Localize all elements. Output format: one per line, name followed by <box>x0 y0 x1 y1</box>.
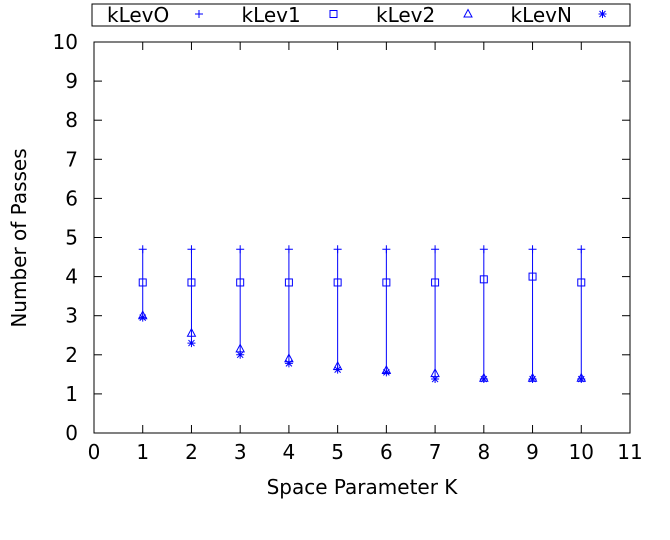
point-kLevN <box>528 375 537 384</box>
x-tick-label: 3 <box>234 440 247 464</box>
y-tick-label: 8 <box>65 108 78 132</box>
axes: 0 1 2 3 4 5 6 7 8 9 10 11 0 1 2 3 4 5 6 7 8 9 10 <box>53 30 643 464</box>
y-tick-label: 10 <box>53 30 78 54</box>
point-kLev1 <box>138 278 147 287</box>
point-kLevO <box>528 245 537 254</box>
point-kLevN <box>138 313 147 322</box>
point-kLev1 <box>382 278 391 287</box>
legend-box <box>91 3 631 27</box>
x-tick-label: 6 <box>380 440 393 464</box>
y-tick-label: 1 <box>65 382 78 406</box>
point-kLevO <box>479 245 488 254</box>
point-kLevN <box>382 368 391 377</box>
point-kLevO <box>284 245 293 254</box>
series-kLev1 <box>138 272 586 287</box>
point-kLevO <box>382 245 391 254</box>
legend-label: kLev1 <box>242 3 301 27</box>
point-kLevN <box>479 375 488 384</box>
y-tick-label: 4 <box>65 265 78 289</box>
y-tick-label: 7 <box>65 147 78 171</box>
point-kLev1 <box>528 272 537 281</box>
whiskers <box>142 249 582 380</box>
x-tick-label: 11 <box>617 440 642 464</box>
point-kLev1 <box>236 278 245 287</box>
point-kLevO <box>236 245 245 254</box>
point-kLevO <box>577 245 586 254</box>
point-kLevN <box>236 350 245 359</box>
point-kLevN <box>333 365 342 374</box>
y-tick-label: 3 <box>65 304 78 328</box>
x-tick-label: 8 <box>477 440 490 464</box>
x-tick-label: 4 <box>283 440 296 464</box>
point-kLev1 <box>187 278 196 287</box>
point-kLevN <box>431 375 440 384</box>
legend-label: kLevO <box>107 3 169 27</box>
point-kLevO <box>187 245 196 254</box>
series-kLevO <box>138 245 586 254</box>
point-kLevO <box>333 245 342 254</box>
x-tick-label: 9 <box>526 440 539 464</box>
y-tick-label: 5 <box>65 226 78 250</box>
series-kLevN <box>138 313 586 384</box>
legend-label: kLev2 <box>376 3 435 27</box>
point-kLevO <box>138 245 147 254</box>
x-axis-label: Space Parameter K <box>267 475 459 499</box>
x-tick-label: 7 <box>429 440 442 464</box>
point-kLev2 <box>186 327 197 337</box>
point-kLev1 <box>479 275 488 284</box>
point-kLevO <box>431 245 440 254</box>
point-kLev1 <box>284 278 293 287</box>
point-kLevN <box>284 359 293 368</box>
y-axis-label: Number of Passes <box>7 148 31 327</box>
legend-marker <box>598 10 607 18</box>
point-kLevN <box>187 339 196 348</box>
plot-frame <box>93 41 631 434</box>
x-tick-label: 5 <box>331 440 344 464</box>
y-tick-label: 6 <box>65 186 78 210</box>
x-tick-label: 1 <box>136 440 149 464</box>
y-tick-label: 9 <box>65 69 78 93</box>
point-kLev1 <box>333 278 342 287</box>
data-marks <box>137 245 587 384</box>
point-kLevN <box>577 375 586 384</box>
y-tick-label: 0 <box>65 421 78 445</box>
point-kLev1 <box>577 278 586 287</box>
legend-marker <box>463 8 473 18</box>
series-kLev2 <box>137 310 587 382</box>
x-tick-label: 10 <box>569 440 594 464</box>
legend-marker <box>329 10 338 18</box>
legend-marker <box>195 10 203 18</box>
legend-label: kLevN <box>511 3 572 27</box>
point-kLev1 <box>431 278 440 287</box>
y-tick-label: 2 <box>65 343 78 367</box>
legend: kLevO kLev1 kLev2 kLevN <box>91 3 631 27</box>
x-tick-label: 2 <box>185 440 198 464</box>
x-tick-label: 0 <box>88 440 101 464</box>
